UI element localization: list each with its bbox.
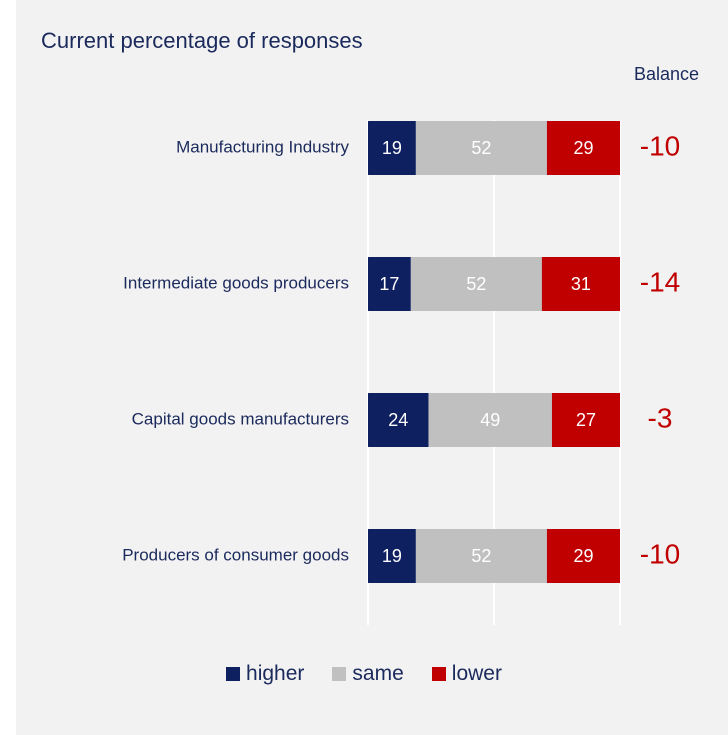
legend-swatch-higher [226,667,241,681]
legend-swatch-same [332,667,347,681]
category-label: Intermediate goods producers [123,273,349,292]
legend-label-same: same [352,662,404,685]
chart-title: Current percentage of responses [41,28,363,53]
legend-item-higher: higher [226,662,304,686]
legend-label-higher: higher [246,662,305,685]
balance-header: Balance [634,64,700,84]
data-label-same: 49 [480,410,500,430]
legend-item-same: same [332,662,404,686]
bar-segment-same [415,121,547,175]
bar-segment-lower [541,257,620,311]
category-label: Manufacturing Industry [176,137,349,156]
bar-segment-higher [368,393,429,447]
bar-segment-lower [546,121,620,175]
bars: Manufacturing Industry 19 52 29 -10 Intermedi… [122,121,680,583]
data-label-lower: 29 [573,138,593,158]
legend-label-lower: lower [451,662,502,685]
data-label-higher: 24 [388,410,408,430]
balance-value: -3 [648,402,673,433]
bar-segment-same [428,393,552,447]
bar-segment-higher [368,121,416,175]
bar-segment-higher [368,257,411,311]
bar-segment-higher [368,529,416,583]
data-label-lower: 29 [573,546,593,566]
bar-segment-lower [551,393,620,447]
legend-swatch-lower [431,667,446,681]
data-label-higher: 19 [382,546,402,566]
bar-segment-same [415,529,547,583]
data-label-lower: 27 [576,410,596,430]
category-label: Capital goods manufacturers [132,409,349,428]
data-label-same: 52 [471,546,491,566]
bar-segment-lower [546,529,620,583]
data-label-same: 52 [466,274,486,294]
data-label-higher: 17 [379,274,399,294]
balance-value: -14 [640,266,680,297]
balance-value: -10 [640,538,680,569]
bar-segment-same [410,257,542,311]
legend: higher same lower [0,662,728,686]
data-label-higher: 19 [382,138,402,158]
data-label-lower: 31 [571,274,591,294]
data-label-same: 52 [471,138,491,158]
category-label: Producers of consumer goods [122,545,349,564]
balance-value: -10 [640,130,680,161]
legend-item-lower: lower [431,662,502,686]
